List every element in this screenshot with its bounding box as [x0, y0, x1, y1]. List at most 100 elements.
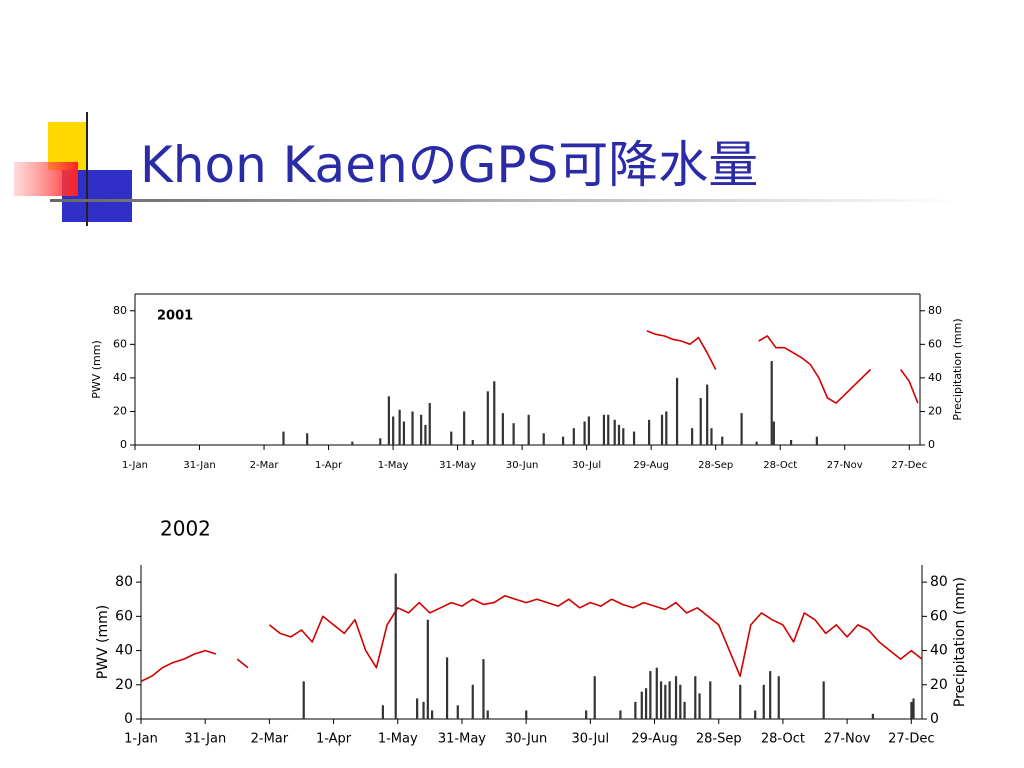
pwv-line [646, 330, 919, 404]
y2-tick-label: 0 [928, 438, 935, 451]
y2-tick-label: 40 [930, 643, 948, 659]
precip-bar [770, 361, 773, 445]
precip-bar [392, 416, 395, 445]
y2-tick-label: 20 [928, 404, 942, 417]
precip-bar [527, 414, 530, 445]
precip-bar [282, 431, 285, 445]
precip-bar [593, 676, 596, 719]
x-tick-label: 1-May [378, 460, 409, 471]
chart-title: 2001 [157, 309, 193, 324]
x-tick-label: 31-May [439, 460, 476, 471]
precip-bar [351, 441, 354, 445]
chart-title: 2002 [160, 517, 211, 541]
precip-bar [542, 433, 545, 445]
y-tick-label: 40 [115, 643, 133, 659]
precip-bar [679, 684, 682, 719]
precip-bar [561, 436, 565, 445]
x-tick-label: 30-Jun [506, 460, 539, 471]
precip-bar [710, 428, 713, 445]
x-tick-label: 1-Apr [315, 460, 343, 471]
precip-bar [660, 414, 664, 445]
precip-bar [754, 710, 757, 719]
x-tick-label: 27-Nov [824, 732, 871, 747]
precip-bar [694, 676, 697, 719]
y-tick-label: 80 [115, 574, 133, 590]
y-axis-label: PWV (mm) [95, 605, 111, 680]
x-tick-label: 29-Aug [633, 460, 669, 471]
precip-bar [772, 421, 775, 445]
precip-bar [822, 681, 825, 719]
x-tick-label: 27-Dec [888, 732, 934, 747]
x-tick-label: 30-Jul [572, 732, 610, 747]
slide-title: Khon KaenのGPS可降水量 [140, 136, 758, 194]
precip-bar [649, 671, 652, 719]
precip-bar [471, 684, 474, 719]
precip-bar [668, 681, 671, 719]
precip-bar [665, 411, 668, 445]
precip-bar [387, 396, 390, 445]
precip-bar [587, 416, 590, 445]
precip-bar [683, 701, 686, 719]
precip-bar [379, 438, 382, 445]
precip-bar [486, 391, 489, 445]
x-tick-label: 1-Jan [122, 460, 148, 471]
x-tick-label: 2-Mar [250, 460, 280, 471]
precip-bar [648, 419, 651, 445]
precip-bar [659, 681, 663, 719]
y2-tick-label: 60 [930, 608, 948, 624]
deco-red [14, 162, 78, 196]
precip-bar [431, 710, 434, 719]
precip-bar [691, 428, 694, 445]
precip-bar [632, 431, 636, 445]
precip-bar [721, 436, 724, 445]
precip-bar [815, 436, 818, 445]
precip-bar [512, 423, 515, 445]
precip-bar [486, 710, 489, 719]
y2-tick-label: 60 [928, 337, 942, 350]
y2-tick-label: 80 [930, 574, 948, 590]
precip-bar [617, 424, 621, 445]
precip-bar [501, 413, 504, 445]
precip-bar [655, 667, 658, 719]
y-axis-label: PWV (mm) [90, 340, 103, 399]
precip-bar [493, 381, 496, 445]
x-tick-label: 2-Mar [251, 732, 289, 747]
precip-bar [910, 701, 913, 719]
precip-bar [482, 659, 485, 719]
y-tick-label: 40 [113, 371, 127, 384]
precip-bar [789, 439, 793, 445]
y-tick-label: 20 [113, 404, 127, 417]
precip-bar [302, 681, 305, 719]
x-tick-label: 28-Sep [698, 460, 733, 471]
x-tick-label: 30-Jul [572, 460, 601, 471]
precip-bar [675, 377, 679, 445]
precip-bar [411, 411, 414, 445]
x-tick-label: 27-Dec [891, 460, 927, 471]
precip-bar [602, 414, 606, 445]
x-tick-label: 31-Jan [184, 732, 226, 747]
y2-tick-label: 0 [930, 711, 939, 727]
precip-bar [644, 688, 648, 719]
precip-bar [463, 411, 466, 445]
precip-bar [622, 428, 625, 445]
precip-bar [698, 693, 701, 719]
precip-bar [398, 409, 401, 445]
y-tick-label: 20 [115, 677, 133, 693]
x-tick-label: 31-May [438, 732, 486, 747]
precip-bar [739, 684, 742, 719]
y2-tick-label: 40 [928, 371, 942, 384]
precip-bar [619, 710, 622, 719]
x-tick-label: 31-Jan [183, 460, 215, 471]
precip-bar [422, 701, 425, 719]
x-tick-label: 1-May [378, 732, 418, 747]
x-tick-label: 27-Nov [827, 460, 863, 471]
precip-bar [634, 701, 637, 719]
precip-bar [664, 684, 667, 719]
y2-axis-label: Precipitation (mm) [952, 577, 968, 707]
precip-bar [709, 681, 712, 719]
precip-bar [424, 424, 427, 445]
y2-tick-label: 20 [930, 677, 948, 693]
x-tick-label: 1-Jan [124, 732, 158, 747]
precip-bar [394, 573, 397, 719]
